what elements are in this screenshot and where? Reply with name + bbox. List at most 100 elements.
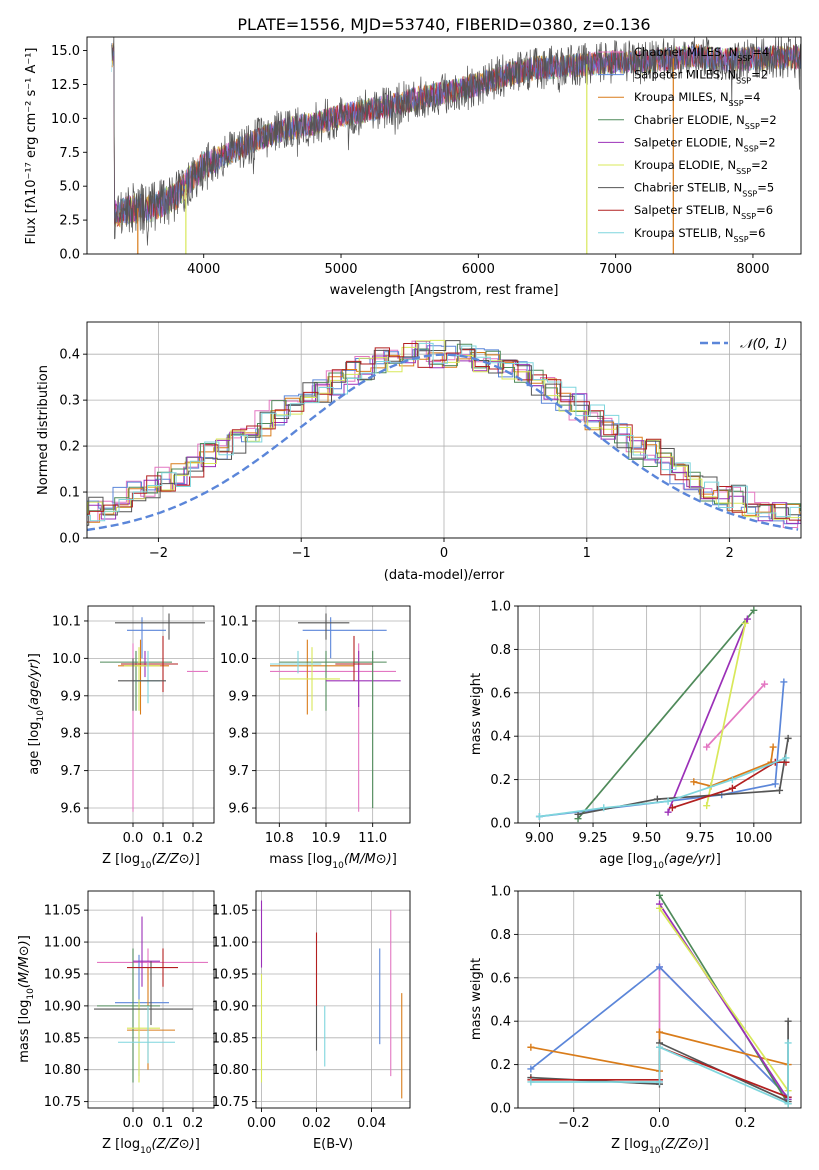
legend-entry: Kroupa MILES, NSSP=4 <box>634 90 760 108</box>
histogram-step <box>87 352 801 523</box>
histogram-step <box>87 340 801 524</box>
y-tick-label: 0.0 <box>490 1102 511 1117</box>
series-marker <box>656 963 663 971</box>
mass-vs-ebv-frame <box>255 890 411 1109</box>
series-marker <box>750 606 758 614</box>
x-tick-label: −1 <box>292 546 311 561</box>
series-marker <box>703 743 711 751</box>
legend-entry: Salpeter STELIB, NSSP=6 <box>634 203 773 221</box>
y-tick-label: 2.5 <box>59 214 80 229</box>
x-axis-label: E(B-V) <box>313 1137 353 1152</box>
x-tick-label: 0.04 <box>357 1116 386 1131</box>
age-vs-mass-frame <box>255 605 411 824</box>
x-tick-label: 6000 <box>462 262 495 277</box>
y-tick-label: 9.9 <box>228 689 249 704</box>
series <box>703 680 769 751</box>
age-vs-z-plot-area <box>88 606 214 823</box>
series-marker <box>656 1028 663 1036</box>
x-tick-label: 10.9 <box>312 831 341 846</box>
series <box>574 606 758 823</box>
series-marker <box>782 754 790 762</box>
histogram-step <box>87 342 801 522</box>
series-marker <box>535 812 543 820</box>
y-tick-label: 0.6 <box>490 686 511 701</box>
weight-vs-z-panel: −0.2 0.0 0.2 0.0 0.2 0.4 0.6 0.8 1.0 Z [log10(Z/Z… <box>469 885 802 1156</box>
y-tick-label: 0.8 <box>490 928 511 943</box>
x-tick-label: 8000 <box>736 262 769 277</box>
y-tick-label: 10.0 <box>51 112 80 127</box>
legend-entry: Kroupa ELODIE, NSSP=2 <box>634 158 768 176</box>
y-tick-label: 0.8 <box>490 643 511 658</box>
x-tick-label: 0.1 <box>153 1116 174 1131</box>
y-tick-label: 0.3 <box>59 394 80 409</box>
y-tick-label: 10.80 <box>212 1063 249 1078</box>
mass-vs-z-panel: 0.0 0.1 0.2 10.75 10.80 10.85 10.90 10.95 11.00 1… <box>17 890 215 1156</box>
x-tick-label: 5000 <box>324 262 357 277</box>
y-tick-label: 0.2 <box>490 1058 511 1073</box>
weight-vs-age-frame <box>517 605 802 824</box>
y-tick-label: 9.8 <box>228 727 249 742</box>
y-tick-label: 0.4 <box>490 730 511 745</box>
series-marker <box>690 778 698 786</box>
x-tick-label: 2 <box>725 546 733 561</box>
y-tick-label: 10.1 <box>52 614 81 629</box>
y-tick-label: 11.05 <box>44 904 81 919</box>
data-point <box>118 1005 175 1064</box>
x-axis-label: mass [log10(M/M⊙)] <box>269 852 397 871</box>
x-tick-label: 0.0 <box>649 1116 670 1131</box>
y-tick-label: 10.90 <box>44 999 81 1014</box>
data-point <box>298 613 350 640</box>
x-axis-label: Z [log10(Z/Z⊙)] <box>102 852 200 871</box>
mass-vs-ebv-plot-area <box>256 891 410 1108</box>
series <box>656 904 792 1095</box>
series-marker <box>743 615 751 623</box>
spectrum-line <box>111 37 801 246</box>
x-tick-label: 9.75 <box>686 831 715 846</box>
series-line <box>658 903 789 1100</box>
legend-entry: Kroupa STELIB, NSSP=6 <box>634 226 765 244</box>
series <box>703 619 749 810</box>
x-tick-label: 0 <box>440 546 448 561</box>
x-tick-label: 0.0 <box>123 831 144 846</box>
series-marker <box>653 795 661 803</box>
residuals-panel: −2 −1 0 1 2 0.0 0.1 0.2 0.3 0.4 (data-model)/error… <box>36 321 802 583</box>
y-axis-label: Normed distribution <box>36 365 51 495</box>
weight-vs-z-plot-area <box>518 891 801 1108</box>
normal-curve <box>87 353 799 532</box>
series-marker <box>771 780 779 788</box>
data-point <box>132 643 208 812</box>
histogram-step <box>87 345 801 525</box>
y-tick-label: 0.6 <box>490 971 511 986</box>
x-tick-label: 9.00 <box>525 831 554 846</box>
spectrum-frame <box>86 36 802 255</box>
data-point <box>302 617 387 659</box>
mass-vs-z-frame <box>87 890 215 1109</box>
data-point <box>97 948 208 981</box>
data-point <box>115 613 205 640</box>
data-point <box>121 635 178 693</box>
legend-entry: Salpeter ELODIE, NSSP=2 <box>634 135 776 153</box>
series-marker <box>784 1039 792 1047</box>
series-line <box>672 761 786 809</box>
y-tick-label: 9.7 <box>60 764 81 779</box>
series-marker <box>761 680 769 688</box>
legend-entry: Chabrier MILES, NSSP=4 <box>634 45 769 63</box>
series-marker <box>769 743 777 751</box>
x-tick-label: 10.8 <box>265 831 294 846</box>
data-point <box>335 635 373 681</box>
y-tick-label: 0.2 <box>59 440 80 455</box>
histogram-step <box>87 343 801 521</box>
x-axis-label: wavelength [Angstrom, rest frame] <box>330 283 559 298</box>
y-tick-label: 5.0 <box>59 180 80 195</box>
series-marker <box>656 1078 663 1086</box>
x-tick-label: 0.0 <box>123 1116 144 1131</box>
data-point <box>270 650 322 674</box>
series-marker <box>728 776 736 784</box>
x-tick-label: 0.02 <box>302 1116 331 1131</box>
legend-entry: Chabrier STELIB, NSSP=5 <box>634 181 774 199</box>
series-marker <box>668 804 676 812</box>
y-tick-label: 10.0 <box>220 652 249 667</box>
series-marker <box>656 891 663 899</box>
x-tick-label: 0.1 <box>153 831 174 846</box>
y-tick-label: 0.0 <box>490 817 511 832</box>
